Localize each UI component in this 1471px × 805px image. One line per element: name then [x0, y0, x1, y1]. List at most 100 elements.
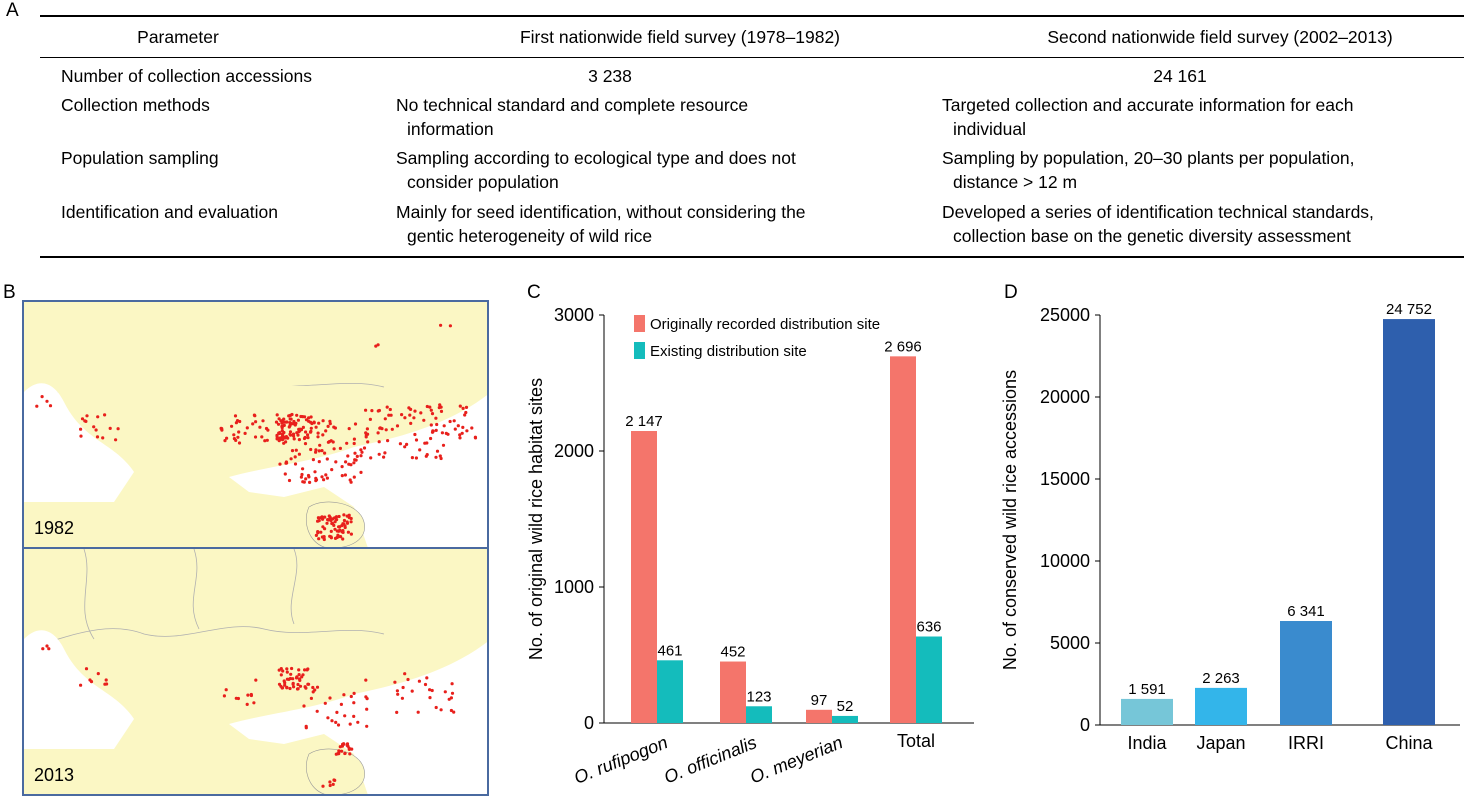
map-site-dot — [311, 458, 315, 462]
map-site-dot — [292, 437, 296, 441]
map-site-dot — [331, 782, 335, 786]
map-site-dot — [305, 668, 309, 672]
map-site-dot — [439, 409, 444, 413]
x-tick-label: O. rufipogon — [571, 732, 670, 788]
map-site-dot — [390, 427, 394, 431]
map-site-dot — [95, 435, 100, 439]
bar — [720, 661, 746, 723]
map-site-dot — [285, 686, 289, 690]
map-site-dot — [287, 414, 291, 418]
map-site-dot — [383, 417, 387, 421]
map-site-dot — [417, 679, 421, 683]
map-site-dot — [342, 693, 346, 697]
map-site-dot — [96, 415, 100, 419]
y-tick-label: 0 — [584, 713, 594, 733]
map-site-dot — [96, 672, 100, 676]
map-site-dot — [276, 422, 281, 426]
map-site-dot — [340, 530, 344, 534]
map-site-dot — [317, 449, 321, 453]
map-site-dot — [288, 686, 292, 691]
map-site-dot — [330, 468, 334, 472]
map-site-dot — [279, 667, 283, 671]
map-site-dot — [296, 433, 300, 437]
y-tick-label: 25000 — [1040, 305, 1090, 325]
map-site-dot — [277, 437, 281, 442]
map-site-dot — [349, 463, 353, 467]
table-row-first-line: information — [407, 119, 494, 139]
data-label: 636 — [916, 619, 941, 636]
map-site-dot — [364, 408, 368, 412]
table-row-first-line: consider population — [407, 172, 559, 192]
y-axis-title: No. of original wild rice habitat sites — [526, 378, 546, 660]
y-axis-title: No. of conserved wild rice accessions — [1000, 370, 1020, 670]
bar — [657, 660, 683, 723]
map-site-dot — [298, 427, 302, 431]
map-site-dot — [441, 443, 446, 447]
map-site-dot — [339, 535, 343, 539]
map-site-dot — [412, 416, 416, 420]
table-row-first-line: No technical standard and complete resou… — [396, 95, 749, 115]
map-site-dot — [284, 460, 288, 464]
map-site-dot — [245, 426, 249, 430]
map-site-dot — [316, 435, 320, 439]
map-site-dot — [104, 678, 108, 682]
x-tick-label: O. meyerian — [747, 732, 845, 787]
x-tick-label: IRRI — [1288, 733, 1324, 753]
table-header-rule — [40, 57, 1464, 58]
map-site-dot — [449, 708, 453, 713]
map-site-dot — [400, 696, 404, 700]
map-site-dot — [410, 456, 414, 460]
map-site-dot — [291, 677, 295, 681]
map-site-dot — [280, 424, 284, 428]
table-row-second-line: Targeted collection and accurate informa… — [942, 95, 1354, 115]
map-site-dot — [301, 467, 305, 471]
x-tick-label: India — [1127, 733, 1167, 753]
map-site-dot — [254, 678, 258, 682]
map-site-dot — [280, 432, 285, 436]
map-site-dot — [446, 432, 450, 436]
map-site-dot — [88, 678, 92, 682]
x-tick-label: China — [1385, 733, 1433, 753]
map-site-dot — [283, 436, 287, 440]
map-site-dot — [370, 409, 374, 413]
map-site-dot — [461, 406, 465, 410]
map-site-dot — [263, 439, 267, 443]
map-site-dot — [230, 424, 234, 428]
y-tick-label: 10000 — [1040, 551, 1090, 571]
map-site-dot — [425, 404, 429, 409]
map-site-dot — [280, 429, 284, 433]
map-site-dot — [405, 442, 409, 446]
map-site-dot — [223, 439, 227, 443]
map-site-dot — [311, 685, 315, 690]
map-site-dot — [41, 647, 45, 651]
map-site-dot — [419, 411, 423, 415]
data-label: 1 591 — [1128, 681, 1166, 698]
map-site-dot — [334, 460, 338, 464]
y-tick-label: 2000 — [554, 441, 594, 461]
map-site-dot — [330, 719, 334, 723]
map-site-dot — [320, 449, 324, 453]
table-row-param: Number of collection accessions — [61, 66, 312, 86]
map-site-dot — [321, 784, 325, 788]
map-site-dot — [418, 448, 422, 452]
map-site-dot — [309, 415, 313, 419]
map-site-dot — [278, 431, 282, 436]
map-site-dot — [296, 418, 300, 422]
map-site-dot — [289, 457, 293, 461]
map-site-dot — [314, 425, 318, 429]
y-tick-label: 20000 — [1040, 387, 1090, 407]
map-site-dot — [314, 448, 318, 452]
map-site-dot — [429, 408, 433, 412]
map-site-dot — [314, 479, 318, 483]
data-label: 2 147 — [625, 413, 663, 430]
map-site-dot — [352, 701, 356, 705]
map-site-dot — [251, 422, 255, 426]
map-site-dot — [448, 324, 452, 328]
map-site-dot — [352, 461, 356, 465]
map-site-dot — [45, 399, 49, 403]
map-site-dot — [317, 421, 321, 425]
map-site-dot — [307, 416, 311, 420]
map-site-dot — [309, 696, 313, 700]
map-site-dot — [353, 451, 357, 455]
map-site-dot — [219, 426, 223, 430]
